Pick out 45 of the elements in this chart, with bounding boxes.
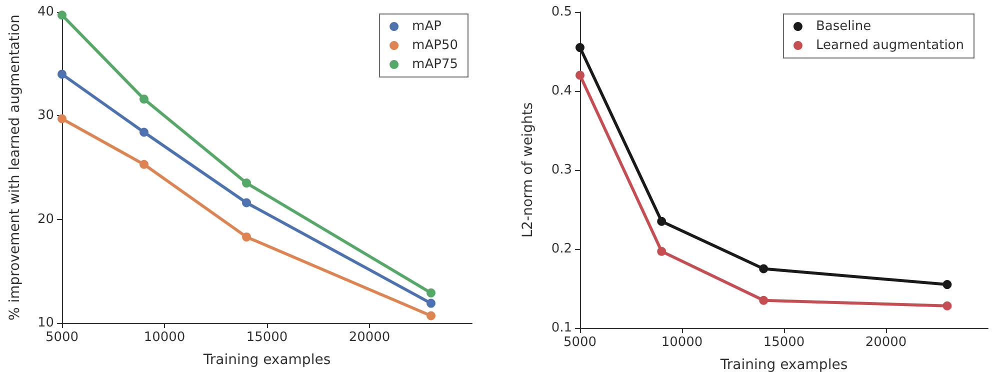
x-axis-title: Training examples xyxy=(719,357,848,373)
point xyxy=(576,70,584,80)
x-tick-label: 10000 xyxy=(144,330,186,345)
legend-label: mAP xyxy=(412,19,442,34)
point xyxy=(58,70,66,79)
point xyxy=(426,288,436,298)
y-tick-label: 20 xyxy=(37,212,54,227)
y-tick-label: 0.1 xyxy=(551,320,572,336)
legend-label: Learned augmentation xyxy=(816,38,964,53)
x-axis-title: Training examples xyxy=(202,352,331,368)
legend-label: mAP50 xyxy=(412,38,458,53)
point xyxy=(140,128,148,137)
y-tick-label: 10 xyxy=(37,316,54,330)
x-tick-label: 20000 xyxy=(348,330,390,345)
y-tick-label: 30 xyxy=(37,108,54,124)
x-tick-label: 5000 xyxy=(45,330,79,345)
y-tick-label: 0.4 xyxy=(551,84,572,98)
point xyxy=(140,94,148,104)
x-tick-label: 10000 xyxy=(661,335,703,350)
y-tick-label: 0.3 xyxy=(551,162,572,178)
y-axis-title: % improvement with learned augmentation xyxy=(7,14,23,321)
legend-label: mAP75 xyxy=(412,57,458,72)
point xyxy=(426,298,436,308)
legend-label: Baseline xyxy=(816,19,872,34)
x-tick-label: 20000 xyxy=(865,335,907,350)
point xyxy=(942,301,952,310)
y-tick-label: 40 xyxy=(37,4,54,20)
point xyxy=(942,280,952,290)
point xyxy=(242,232,251,242)
y-tick-label: 0.5 xyxy=(551,4,572,20)
point xyxy=(58,114,66,124)
point xyxy=(657,216,666,226)
point xyxy=(140,160,148,169)
point xyxy=(426,311,436,320)
y-axis-title: L2-norm of weights xyxy=(520,102,536,238)
x-tick-label: 15000 xyxy=(763,335,805,350)
x-tick-label: 5000 xyxy=(563,335,597,350)
point xyxy=(759,264,768,274)
point xyxy=(242,178,251,188)
y-tick-label: 0.2 xyxy=(551,242,572,256)
point xyxy=(576,43,584,52)
point xyxy=(657,246,666,256)
x-tick-label: 15000 xyxy=(246,330,288,345)
point xyxy=(242,198,251,208)
point xyxy=(759,296,768,305)
